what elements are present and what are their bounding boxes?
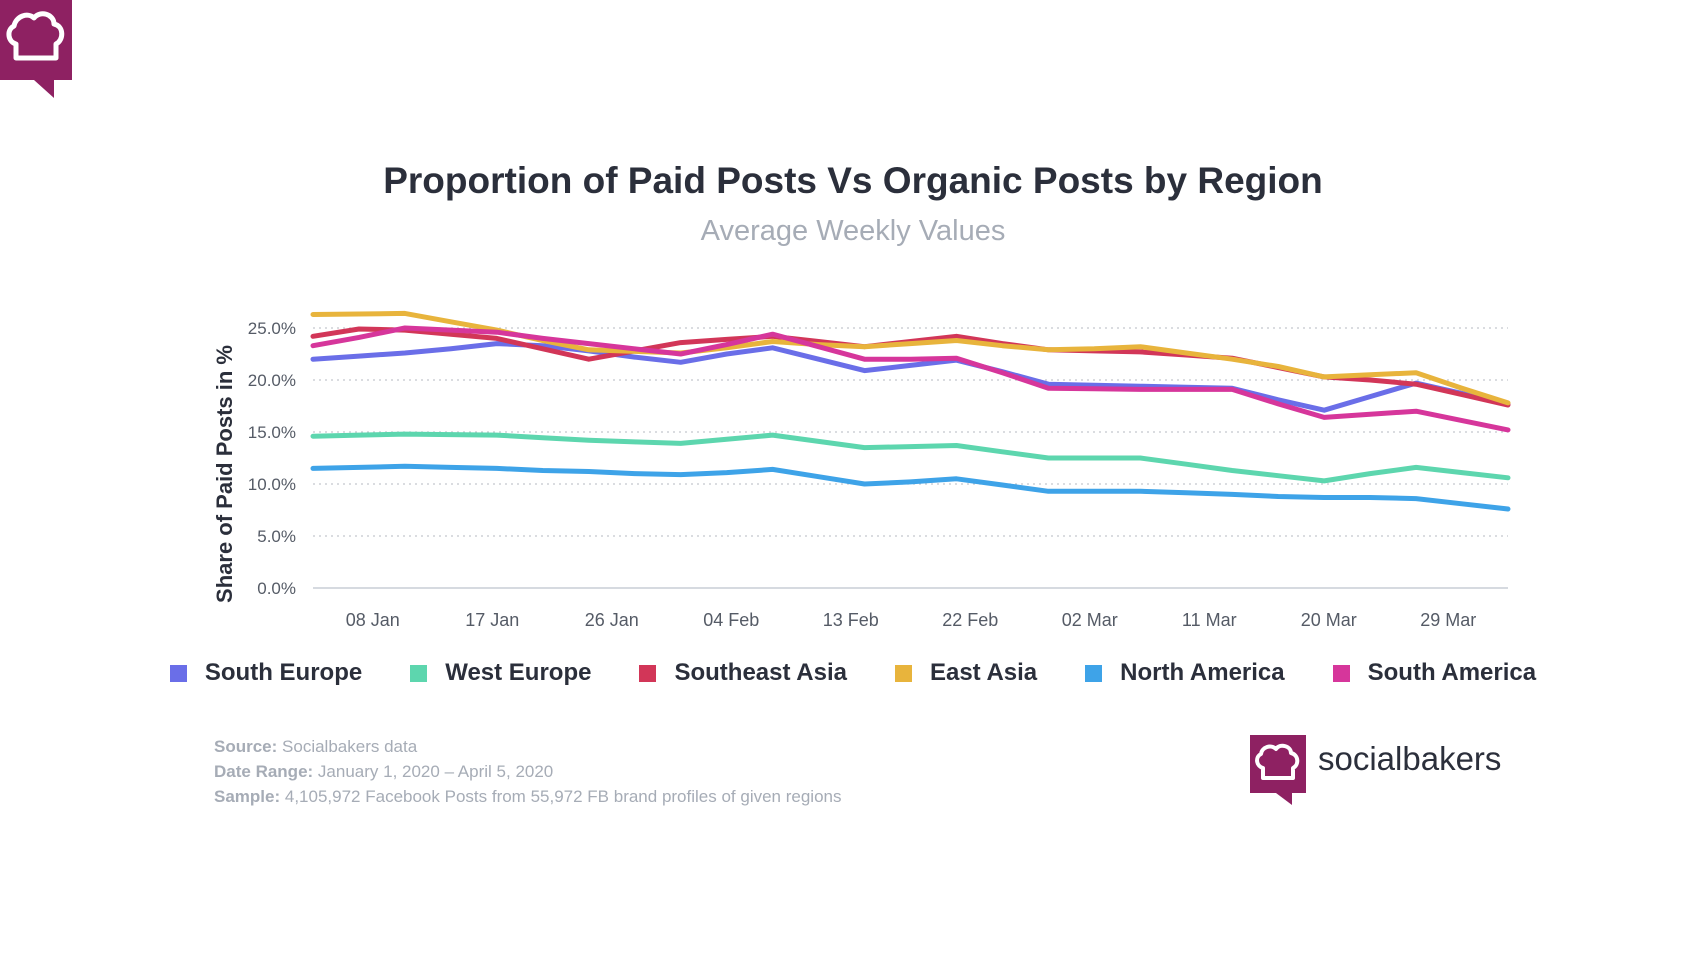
legend-swatch	[1332, 664, 1350, 682]
series-lines	[310, 310, 1511, 512]
x-tick-label: 11 Mar	[1182, 610, 1237, 630]
brand-mark	[1250, 735, 1306, 805]
y-tick-label: 20.0%	[248, 371, 296, 390]
corner-logo-tail	[34, 80, 54, 98]
y-tick-label: 15.0%	[248, 423, 296, 442]
x-tick-label: 26 Jan	[585, 610, 639, 630]
series-line-west-europe	[310, 431, 1511, 484]
legend-swatch	[1085, 664, 1103, 682]
corner-logo	[0, 0, 72, 98]
legend-swatch	[639, 664, 657, 682]
x-tick-label: 29 Mar	[1420, 610, 1476, 630]
x-tick-label: 22 Feb	[942, 610, 998, 630]
series-line-south-america	[310, 325, 1511, 433]
series-line-north-america	[310, 463, 1511, 512]
legend-item-south-america[interactable]: South America	[1332, 659, 1537, 687]
brand-name: socialbakers	[1318, 740, 1502, 777]
chef-hat-icon	[6, 11, 65, 61]
x-tick-label: 20 Mar	[1301, 610, 1357, 630]
y-tick-label: 0.0%	[257, 579, 296, 598]
chart-legend: South Europe West Europe Southeast Asia Eas…	[0, 659, 1706, 687]
legend-label: East Asia	[929, 659, 1038, 686]
legend-item-southeast-asia[interactable]: Southeast Asia	[639, 659, 847, 687]
date-range-note: Date Range: January 1, 2020 – April 5, 2…	[214, 762, 554, 781]
chart-title: Proportion of Paid Posts Vs Organic Post…	[383, 160, 1323, 201]
y-axis-ticks: 0.0% 5.0% 10.0% 15.0% 20.0% 25.0%	[248, 319, 296, 598]
chef-hat-icon	[1255, 743, 1300, 780]
chart-subtitle: Average Weekly Values	[700, 215, 1006, 247]
y-axis-label: Share of Paid Posts in %	[212, 345, 237, 603]
sample-note: Sample: 4,105,972 Facebook Posts from 55…	[214, 787, 842, 806]
legend-swatch	[169, 664, 187, 682]
legend-label: West Europe	[445, 659, 592, 686]
x-axis-ticks: 08 Jan 17 Jan 26 Jan 04 Feb 13 Feb 22 Feb 02 M…	[346, 610, 1477, 630]
legend-item-south-europe[interactable]: South Europe	[169, 659, 363, 687]
y-tick-label: 10.0%	[248, 475, 296, 494]
legend-label: South America	[1367, 659, 1537, 686]
y-tick-label: 25.0%	[248, 319, 296, 338]
legend-item-north-america[interactable]: North America	[1085, 659, 1285, 687]
x-tick-label: 04 Feb	[703, 610, 759, 630]
legend-swatch	[410, 664, 428, 682]
grid-lines	[313, 327, 1508, 589]
chart-notes: Source: Socialbakers data Date Range: Ja…	[214, 734, 841, 809]
line-chart: 0.0% 5.0% 10.0% 15.0% 20.0% 25.0% 08 Jan 17 Ja…	[212, 310, 1511, 630]
legend-label: Southeast Asia	[674, 659, 847, 686]
legend-item-east-asia[interactable]: East Asia	[894, 659, 1038, 687]
brand-logo: socialbakers	[1250, 735, 1501, 805]
y-tick-label: 5.0%	[257, 527, 296, 546]
legend-label: South Europe	[204, 659, 363, 686]
x-tick-label: 17 Jan	[465, 610, 519, 630]
legend-item-west-europe[interactable]: West Europe	[410, 659, 591, 687]
legend-label: North America	[1120, 659, 1285, 686]
x-tick-label: 02 Mar	[1062, 610, 1118, 630]
x-tick-label: 13 Feb	[823, 610, 879, 630]
legend-swatch	[894, 664, 912, 682]
x-tick-label: 08 Jan	[346, 610, 400, 630]
source-note: Source: Socialbakers data	[214, 737, 418, 756]
